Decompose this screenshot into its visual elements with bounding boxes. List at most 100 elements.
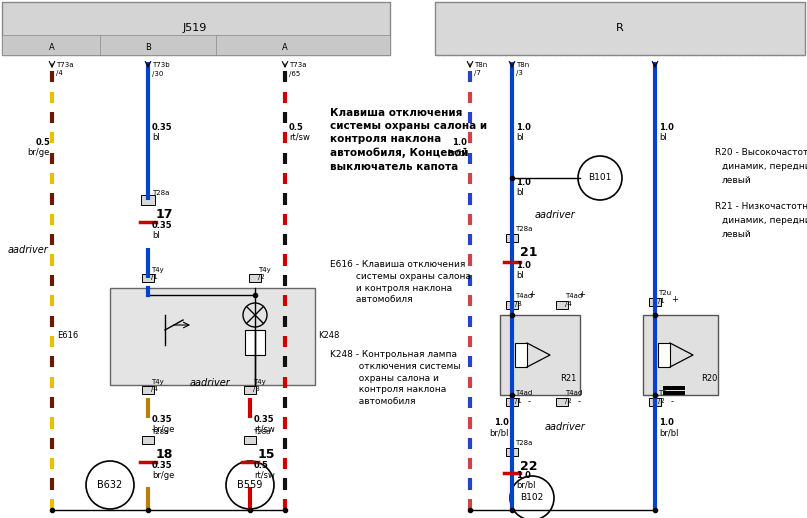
Text: T4y: T4y — [151, 267, 164, 273]
Text: динамик, передний: динамик, передний — [722, 162, 807, 171]
Text: aadriver: aadriver — [190, 378, 230, 388]
Text: 22: 22 — [520, 460, 537, 473]
Bar — [2, 2, 390, 55]
Text: br/ge: br/ge — [152, 471, 174, 480]
Text: Клавиша отключения
системы охраны салона и
контроля наклона
автомобиля, Концевой: Клавиша отключения системы охраны салона… — [330, 108, 487, 171]
Bar — [110, 288, 315, 385]
Text: bl: bl — [659, 133, 667, 142]
Text: aadriver: aadriver — [8, 245, 48, 255]
Text: динамик, передний: динамик, передний — [722, 216, 807, 225]
Text: R: R — [616, 23, 624, 33]
Text: T4ad: T4ad — [515, 390, 533, 396]
Text: T4ad: T4ad — [515, 293, 533, 299]
Text: br/bl: br/bl — [659, 428, 679, 437]
Text: bl: bl — [516, 271, 524, 280]
Text: rt/sw: rt/sw — [254, 425, 275, 434]
Text: 18: 18 — [156, 448, 174, 461]
Text: 1.0: 1.0 — [516, 178, 531, 187]
Text: -: - — [671, 397, 674, 406]
Text: J519: J519 — [183, 23, 207, 33]
Text: T8n: T8n — [516, 62, 529, 68]
Text: 1.0: 1.0 — [494, 418, 509, 427]
Text: B: B — [145, 44, 151, 52]
Text: T4y: T4y — [258, 267, 271, 273]
Bar — [141, 195, 155, 205]
Text: /7: /7 — [474, 70, 481, 76]
Bar — [142, 386, 154, 394]
Text: T28a: T28a — [151, 429, 169, 435]
Text: 0.5: 0.5 — [289, 123, 304, 132]
Text: R21: R21 — [560, 374, 576, 383]
Text: /3: /3 — [516, 70, 523, 76]
Text: R20 - Высокочастотный: R20 - Высокочастотный — [715, 148, 807, 157]
Text: /1: /1 — [151, 274, 158, 280]
Bar — [244, 436, 256, 444]
Text: B102: B102 — [521, 494, 544, 502]
Text: K248 - Контрольная лампа
          отключения системы
          охраны салона и
: K248 - Контрольная лампа отключения сист… — [330, 350, 461, 406]
Bar — [142, 436, 154, 444]
Text: br/bl: br/bl — [448, 148, 467, 157]
Text: T4y: T4y — [151, 379, 164, 385]
Text: 15: 15 — [258, 448, 275, 461]
Text: T4y: T4y — [253, 379, 266, 385]
Text: /4: /4 — [56, 70, 63, 76]
Bar — [435, 2, 805, 55]
Text: T28a: T28a — [253, 429, 270, 435]
Text: 1.0: 1.0 — [659, 418, 674, 427]
Bar — [2, 35, 390, 55]
Text: B101: B101 — [588, 174, 612, 182]
Text: 1.0: 1.0 — [516, 261, 531, 270]
Text: 1.0: 1.0 — [516, 123, 531, 132]
Text: A: A — [282, 44, 288, 52]
Bar — [556, 301, 568, 309]
Bar — [244, 386, 256, 394]
Text: rt/sw: rt/sw — [254, 471, 275, 480]
Text: /2: /2 — [658, 398, 665, 404]
Text: /2: /2 — [258, 274, 265, 280]
Bar — [506, 398, 518, 406]
Bar — [142, 274, 154, 282]
Text: bl: bl — [152, 231, 160, 240]
Text: +: + — [578, 290, 585, 299]
Text: 0.35: 0.35 — [254, 415, 274, 424]
Bar — [506, 448, 518, 456]
Text: /65: /65 — [289, 71, 300, 77]
Text: aadriver: aadriver — [545, 422, 586, 432]
Text: bl: bl — [516, 188, 524, 197]
Text: левый: левый — [722, 230, 752, 239]
Text: T2u: T2u — [658, 390, 671, 396]
Text: T28a: T28a — [152, 190, 169, 196]
Text: 21: 21 — [520, 246, 537, 259]
Text: T28a: T28a — [515, 440, 533, 446]
Text: E616: E616 — [56, 330, 78, 339]
Text: 1.0: 1.0 — [452, 138, 467, 147]
Bar — [658, 343, 670, 367]
Text: B632: B632 — [98, 480, 123, 490]
Text: T4ad: T4ad — [565, 390, 582, 396]
Text: 1.0: 1.0 — [516, 471, 531, 480]
Text: 0.35: 0.35 — [152, 415, 173, 424]
Text: левый: левый — [722, 176, 752, 185]
Text: br/bl: br/bl — [516, 481, 536, 490]
Text: +: + — [671, 295, 678, 304]
Bar — [556, 398, 568, 406]
Bar — [249, 274, 261, 282]
Text: 0.5: 0.5 — [36, 138, 50, 147]
Text: br/bl: br/bl — [490, 428, 509, 437]
Text: R20: R20 — [701, 374, 717, 383]
Bar — [643, 315, 718, 395]
Text: K248: K248 — [318, 330, 340, 339]
Text: T73a: T73a — [289, 62, 307, 68]
Bar — [649, 398, 661, 406]
Bar — [663, 386, 685, 390]
Text: T73b: T73b — [152, 62, 169, 68]
Bar — [515, 343, 527, 367]
Bar — [245, 330, 265, 355]
Bar — [649, 298, 661, 306]
Text: 0.35: 0.35 — [152, 221, 173, 230]
Text: /1: /1 — [515, 398, 522, 404]
Text: /3: /3 — [253, 386, 260, 392]
Text: br/ge: br/ge — [27, 148, 50, 157]
Text: bl: bl — [152, 133, 160, 142]
Text: /3: /3 — [515, 301, 522, 307]
